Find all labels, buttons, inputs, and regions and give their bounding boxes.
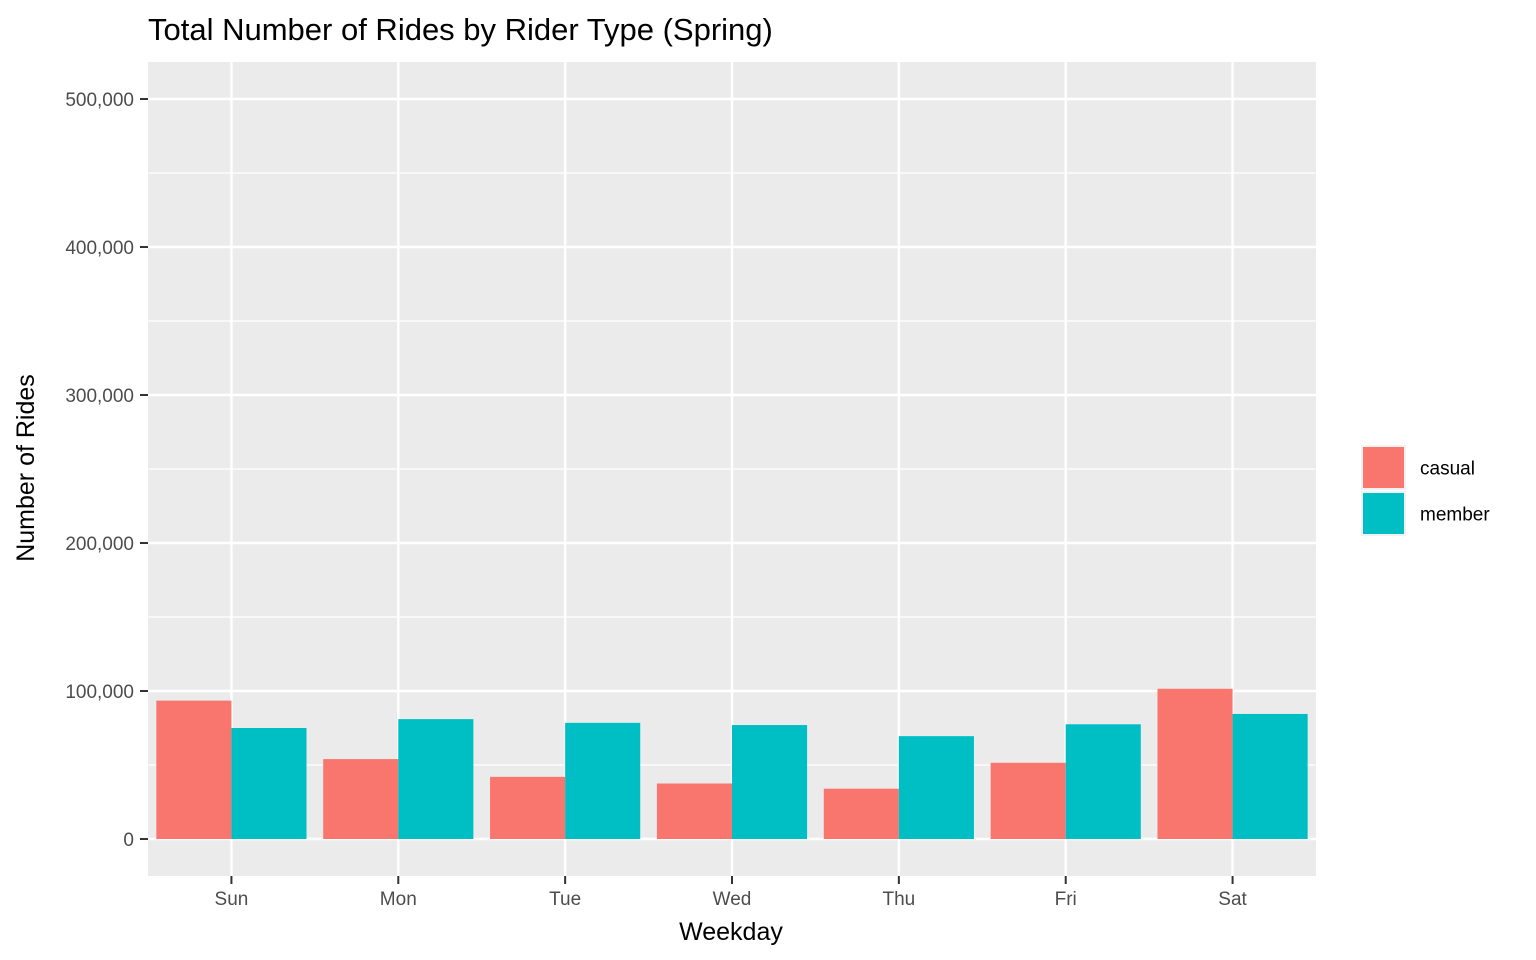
bars	[156, 688, 1308, 839]
bar-casual-sun	[156, 700, 232, 839]
bar-member-tue	[565, 722, 641, 839]
x-tick-label: Wed	[713, 889, 752, 910]
x-tick-label: Fri	[1055, 889, 1077, 910]
x-tick-label: Thu	[882, 889, 915, 910]
bar-member-wed	[732, 725, 808, 839]
bar-casual-thu	[823, 788, 899, 839]
y-tick-label: 500,000	[65, 90, 134, 111]
legend-label-member: member	[1420, 505, 1490, 526]
y-tick-label: 0	[123, 830, 134, 851]
legend-key-casual	[1363, 447, 1404, 488]
bar-casual-sat	[1157, 688, 1233, 839]
x-tick-label: Mon	[380, 889, 417, 910]
y-axis-title: Number of Rides	[12, 374, 40, 562]
major-gridlines	[148, 62, 1316, 876]
bar-member-sat	[1232, 713, 1308, 839]
bar-casual-tue	[490, 776, 566, 839]
bar-casual-fri	[990, 762, 1066, 839]
legend-key-member	[1363, 493, 1404, 534]
legend-label-casual: casual	[1420, 459, 1475, 480]
legend: casual member	[1361, 445, 1490, 536]
x-axis: Sun Mon Tue Wed Thu Fri Sat	[215, 876, 1248, 910]
y-tick-label: 200,000	[65, 534, 134, 555]
x-tick-label: Tue	[549, 889, 581, 910]
bar-casual-mon	[323, 759, 399, 839]
bar-member-thu	[898, 736, 974, 839]
y-tick-label: 300,000	[65, 386, 134, 407]
bar-member-fri	[1065, 724, 1141, 839]
bar-member-mon	[398, 719, 474, 839]
x-tick-label: Sat	[1218, 889, 1247, 910]
chart-title: Total Number of Rides by Rider Type (Spr…	[148, 12, 773, 47]
x-axis-title: Weekday	[679, 918, 783, 946]
y-tick-label: 100,000	[65, 682, 134, 703]
bar-casual-wed	[656, 783, 732, 839]
y-axis: 0 100,000 200,000 300,000 400,000 500,000	[65, 90, 148, 851]
x-tick-label: Sun	[215, 889, 249, 910]
bar-member-sun	[231, 728, 307, 839]
y-tick-label: 400,000	[65, 238, 134, 259]
